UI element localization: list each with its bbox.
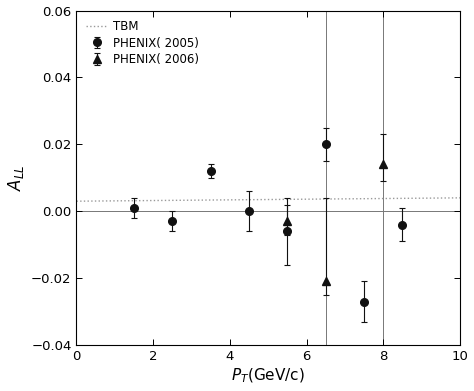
X-axis label: $P_T$(GeV/c): $P_T$(GeV/c) (231, 367, 305, 386)
Legend: TBM, PHENIX( 2005), PHENIX( 2006): TBM, PHENIX( 2005), PHENIX( 2006) (82, 16, 202, 70)
Y-axis label: $A_{LL}$: $A_{LL}$ (6, 165, 26, 191)
